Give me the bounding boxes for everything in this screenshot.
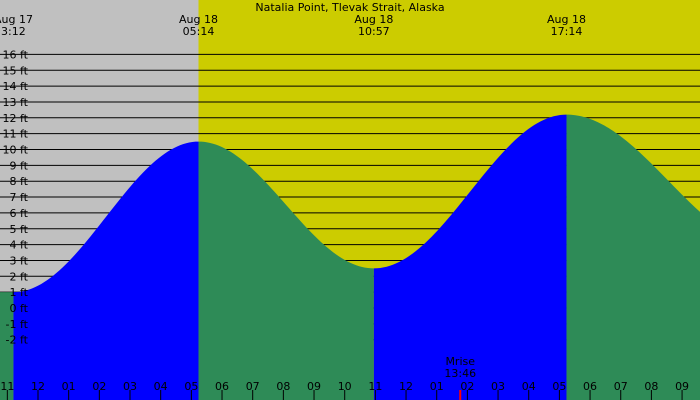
falling-tide-area	[198, 141, 374, 400]
y-tick-label: -2 ft	[6, 334, 29, 347]
x-tick-label: 12	[399, 380, 413, 393]
x-tick-label: 04	[154, 380, 168, 393]
x-tick-label: 01	[62, 380, 76, 393]
x-tick-label: 10	[338, 380, 352, 393]
tide-time-label: 17:14	[551, 25, 583, 38]
x-tick-label: 09	[307, 380, 321, 393]
tide-date-label: Aug 17	[0, 13, 33, 26]
y-tick-label: -1 ft	[6, 318, 29, 331]
tide-date-label: Aug 18	[354, 13, 393, 26]
x-tick-label: 02	[92, 380, 106, 393]
x-tick-label: 04	[522, 380, 536, 393]
moon-event-label: Mrise	[445, 355, 475, 368]
x-tick-label: 12	[31, 380, 45, 393]
y-tick-label: 6 ft	[10, 207, 29, 220]
x-tick-label: 02	[460, 380, 474, 393]
y-tick-label: 10 ft	[3, 144, 29, 157]
moon-event-time: 13:46	[444, 367, 476, 380]
y-tick-label: 14 ft	[3, 80, 29, 93]
y-tick-label: 15 ft	[3, 64, 29, 77]
x-tick-label: 07	[614, 380, 628, 393]
tide-time-label: 10:57	[358, 25, 390, 38]
tide-areas	[0, 114, 700, 400]
x-tick-label: 05	[552, 380, 566, 393]
x-tick-label: 05	[184, 380, 198, 393]
y-tick-label: 4 ft	[10, 239, 29, 252]
y-tick-labels: 16 ft 15 ft 14 ft 13 ft 12 ft 11 ft 10 ft 9 ft 8…	[3, 48, 29, 346]
x-tick-label: 06	[583, 380, 597, 393]
x-tick-label: 09	[675, 380, 689, 393]
x-tick-label: 11	[368, 380, 382, 393]
falling-tide-area	[0, 292, 14, 400]
y-tick-label: 13 ft	[3, 96, 29, 109]
tide-date-label: Aug 18	[179, 13, 218, 26]
tide-time-label: 23:12	[0, 25, 26, 38]
y-tick-label: 12 ft	[3, 112, 29, 125]
falling-tide-area	[566, 114, 700, 400]
y-tick-label: 5 ft	[10, 223, 29, 236]
tide-date-label: Aug 18	[547, 13, 586, 26]
rising-tide-area	[13, 141, 199, 400]
rising-tide-area	[373, 114, 567, 400]
y-tick-label: 3 ft	[10, 254, 29, 267]
y-tick-label: 1 ft	[10, 286, 29, 299]
x-tick-labels: 11 12 01 02 03 04 05 06 07 08 09 10 11 12 01 02 03 04 05 06…	[0, 380, 689, 400]
y-tick-label: 8 ft	[10, 175, 29, 188]
x-tick-label: 01	[430, 380, 444, 393]
x-tick-label: 03	[123, 380, 137, 393]
x-tick-label: 06	[215, 380, 229, 393]
y-tick-label: 7 ft	[10, 191, 29, 204]
tide-time-label: 05:14	[183, 25, 215, 38]
x-tick-label: 11	[0, 380, 14, 393]
x-tick-label: 07	[246, 380, 260, 393]
chart-title: Natalia Point, Tlevak Strait, Alaska	[255, 1, 444, 14]
x-tick-label: 03	[491, 380, 505, 393]
y-tick-label: 16 ft	[3, 48, 29, 61]
y-tick-label: 9 ft	[10, 159, 29, 172]
y-tick-label: 11 ft	[3, 128, 29, 141]
y-tick-label: 2 ft	[10, 270, 29, 283]
x-tick-label: 08	[644, 380, 658, 393]
y-tick-label: 0 ft	[10, 302, 29, 315]
x-tick-label: 08	[276, 380, 290, 393]
